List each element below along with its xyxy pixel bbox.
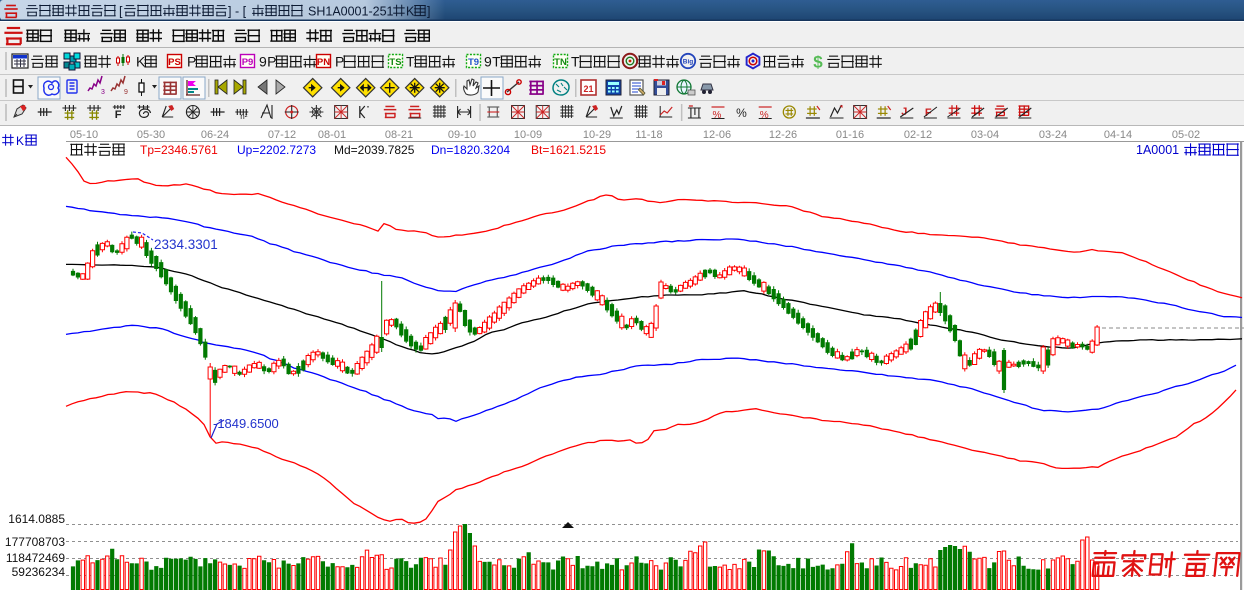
svg-text:05-30: 05-30 (137, 129, 165, 141)
svg-text:05-10: 05-10 (70, 129, 98, 141)
svg-text:Dn=1820.3204: Dn=1820.3204 (431, 143, 510, 157)
svg-text:03-04: 03-04 (971, 129, 999, 141)
svg-text:08-21: 08-21 (385, 129, 413, 141)
svg-text:SH1A0001-251: SH1A0001-251 (308, 5, 394, 19)
svg-text:[: [ (119, 5, 123, 19)
svg-text:118472469: 118472469 (6, 551, 66, 565)
svg-text:12-26: 12-26 (769, 129, 797, 141)
svg-text:10-29: 10-29 (583, 129, 611, 141)
svg-text:-1849.6500: -1849.6500 (213, 416, 279, 431)
svg-text:08-01: 08-01 (318, 129, 346, 141)
svg-text:T: T (406, 53, 415, 69)
svg-text:PN: PN (317, 57, 330, 68)
svg-text:10-09: 10-09 (514, 129, 542, 141)
svg-text:F: F (115, 109, 122, 121)
svg-text:TN: TN (554, 57, 567, 68)
svg-text:03-24: 03-24 (1039, 129, 1067, 141)
svg-text:177708703: 177708703 (5, 535, 65, 549)
svg-text:04-14: 04-14 (1104, 129, 1132, 141)
svg-text:": " (367, 106, 370, 113)
svg-text:01-16: 01-16 (836, 129, 864, 141)
svg-text:$: $ (813, 53, 823, 72)
svg-text:P: P (267, 53, 276, 69)
svg-text:] - [: ] - [ (228, 5, 247, 19)
svg-text:T: T (492, 53, 501, 69)
svg-text:1614.0885: 1614.0885 (8, 512, 65, 526)
svg-text:21: 21 (583, 84, 593, 94)
svg-text:n²: n² (240, 112, 247, 121)
svg-text:Tp=2346.5761: Tp=2346.5761 (140, 143, 218, 157)
svg-text:T: T (571, 53, 580, 69)
svg-text:PS: PS (168, 57, 181, 68)
svg-text:02-12: 02-12 (904, 129, 932, 141)
svg-text:J: J (901, 106, 907, 118)
svg-text:P9: P9 (242, 57, 254, 68)
svg-text:P: P (335, 53, 344, 69)
svg-text:Bt=1621.5215: Bt=1621.5215 (531, 143, 606, 157)
svg-text:9: 9 (484, 53, 492, 69)
svg-text:Big: Big (683, 59, 694, 66)
svg-text:%: % (713, 110, 722, 121)
svg-text:P: P (187, 53, 196, 69)
svg-text:Up=2202.7273: Up=2202.7273 (237, 143, 316, 157)
svg-text:12-06: 12-06 (703, 129, 731, 141)
svg-text:K: K (406, 5, 415, 19)
svg-text:11-18: 11-18 (635, 129, 662, 141)
svg-text:07-12: 07-12 (268, 129, 296, 141)
svg-text:%: % (736, 106, 747, 120)
svg-text:K: K (16, 134, 24, 148)
svg-text:2334.3301: 2334.3301 (154, 237, 218, 252)
svg-text:3: 3 (101, 89, 105, 96)
svg-text:05-02: 05-02 (1172, 129, 1200, 141)
svg-text:K: K (136, 53, 146, 69)
svg-text:TS: TS (389, 57, 401, 68)
svg-text:%: % (760, 110, 769, 121)
svg-text:9: 9 (124, 89, 128, 96)
svg-text:9: 9 (259, 53, 267, 69)
svg-text:1A0001: 1A0001 (1136, 143, 1179, 157)
svg-text:Md=2039.7825: Md=2039.7825 (334, 143, 415, 157)
svg-text:09-10: 09-10 (448, 129, 476, 141)
svg-text:]: ] (427, 5, 430, 19)
svg-text:59236234: 59236234 (12, 565, 66, 579)
svg-text:T9: T9 (468, 57, 479, 68)
svg-text:06-24: 06-24 (201, 129, 229, 141)
